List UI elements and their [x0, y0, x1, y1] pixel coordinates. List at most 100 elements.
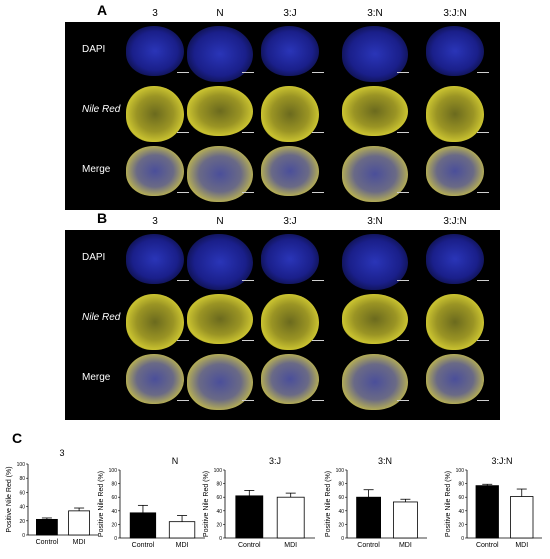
- micrograph-dapi: [126, 234, 184, 284]
- scale-bar: [242, 72, 254, 73]
- y-axis-label: Positive Nile Red (%): [98, 471, 105, 537]
- x-tick-label: MDI: [176, 542, 189, 549]
- scale-bar: [177, 400, 189, 401]
- scale-bar: [177, 72, 189, 73]
- micrograph-nile: [261, 86, 319, 142]
- scale-bar: [242, 132, 254, 133]
- micrograph-merge: [261, 354, 319, 404]
- micrograph-dapi: [342, 26, 408, 82]
- micrograph-dapi: [261, 234, 319, 284]
- y-tick-label: 100: [214, 468, 223, 474]
- x-tick-label: Control: [132, 542, 155, 549]
- micrograph-merge: [187, 354, 253, 410]
- bar-mdi: [168, 521, 196, 539]
- micrograph-nile: [342, 86, 408, 136]
- y-tick-label: 0: [114, 536, 117, 542]
- scale-bar: [177, 132, 189, 133]
- micrograph-nile: [187, 86, 253, 136]
- scale-bar: [397, 400, 409, 401]
- micrograph-dapi: [261, 26, 319, 76]
- y-tick-label: 20: [216, 522, 222, 528]
- chart-title: 3: [59, 448, 64, 458]
- y-tick-label: 40: [19, 505, 25, 511]
- bar-control: [356, 496, 382, 539]
- column-label-a: 3:J:N: [443, 8, 467, 19]
- row-label-b: DAPI: [82, 252, 106, 263]
- scale-bar: [312, 340, 324, 341]
- micrograph-dapi: [342, 234, 408, 290]
- micrograph-merge: [426, 146, 484, 196]
- column-label-b: 3:J:N: [443, 216, 467, 227]
- x-tick-label: MDI: [399, 542, 412, 549]
- y-tick-label: 40: [216, 509, 222, 515]
- column-label-a: 3:N: [367, 8, 383, 19]
- y-tick-label: 20: [458, 522, 464, 528]
- scale-bar: [397, 132, 409, 133]
- chart-title: 3:N: [378, 456, 392, 466]
- column-label-a: 3: [152, 8, 158, 19]
- scale-bar: [397, 192, 409, 193]
- scale-bar: [242, 340, 254, 341]
- scale-bar: [242, 192, 254, 193]
- y-tick-label: 60: [19, 490, 25, 496]
- row-label-a: DAPI: [82, 44, 106, 55]
- scale-bar: [242, 400, 254, 401]
- micrograph-merge: [126, 354, 184, 404]
- scale-bar: [477, 280, 489, 281]
- scale-bar: [177, 192, 189, 193]
- panel-letter-b: B: [97, 210, 108, 226]
- x-tick-label: Control: [357, 542, 380, 549]
- y-tick-label: 80: [111, 482, 117, 488]
- scale-bar: [397, 72, 409, 73]
- y-axis-label: Positive Nile Red (%): [325, 471, 332, 537]
- scale-bar: [397, 340, 409, 341]
- y-tick-label: 0: [219, 536, 222, 542]
- scale-bar: [312, 72, 324, 73]
- bar-mdi: [68, 510, 90, 536]
- column-label-b: N: [216, 216, 224, 227]
- scale-bar: [312, 400, 324, 401]
- micrograph-nile: [426, 294, 484, 350]
- scale-bar: [312, 192, 324, 193]
- y-tick-label: 60: [338, 495, 344, 501]
- y-axis-label: Positive Nile Red (%): [203, 471, 210, 537]
- row-label-b: Merge: [82, 372, 111, 383]
- bar-control: [36, 518, 58, 536]
- chart-title: 3:J: [269, 456, 281, 466]
- y-tick-label: 0: [341, 536, 344, 542]
- y-tick-label: 0: [22, 533, 25, 539]
- bar-control: [235, 495, 264, 539]
- scale-bar: [177, 280, 189, 281]
- y-tick-label: 80: [216, 482, 222, 488]
- micrograph-dapi: [187, 234, 253, 290]
- y-axis-label: Positive Nile Red (%): [445, 471, 452, 537]
- micrograph-merge: [261, 146, 319, 196]
- x-tick-label: MDI: [515, 542, 528, 549]
- bar-mdi: [510, 496, 534, 539]
- micrograph-dapi: [187, 26, 253, 82]
- y-tick-label: 80: [19, 476, 25, 482]
- scale-bar: [397, 280, 409, 281]
- y-tick-label: 20: [338, 522, 344, 528]
- scale-bar: [242, 280, 254, 281]
- micrograph-merge: [342, 354, 408, 410]
- y-tick-label: 60: [216, 495, 222, 501]
- x-tick-label: MDI: [73, 539, 86, 546]
- micrograph-nile: [342, 294, 408, 344]
- x-tick-label: Control: [36, 539, 59, 546]
- chart-title: 3:J:N: [491, 456, 512, 466]
- micrograph-merge: [342, 146, 408, 202]
- bar-control: [475, 485, 499, 539]
- column-label-b: 3: [152, 216, 158, 227]
- scale-bar: [177, 340, 189, 341]
- column-label-b: 3:J: [283, 216, 297, 227]
- micrograph-nile: [261, 294, 319, 350]
- micrograph-dapi: [426, 234, 484, 284]
- y-tick-label: 40: [458, 509, 464, 515]
- y-tick-label: 20: [19, 519, 25, 525]
- panel-letter-a: A: [97, 2, 108, 18]
- row-label-a: Merge: [82, 164, 111, 175]
- y-tick-label: 80: [338, 482, 344, 488]
- column-label-b: 3:N: [367, 216, 383, 227]
- micrograph-nile: [187, 294, 253, 344]
